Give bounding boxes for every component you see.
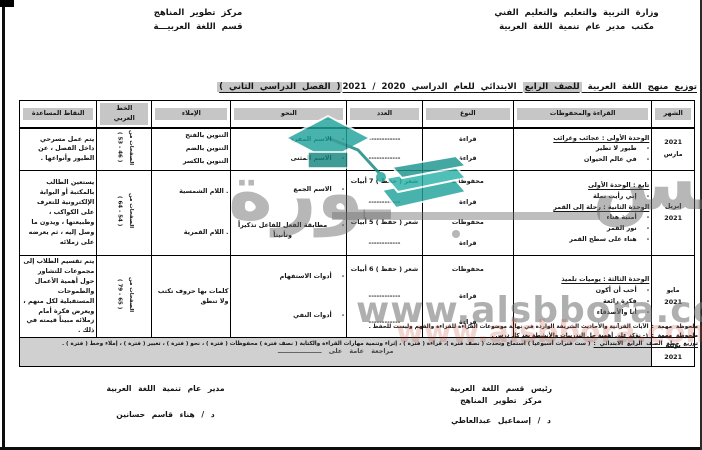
header-month: الشهر [651, 99, 695, 129]
count-cell: ------------ ------------ [346, 127, 423, 171]
dictation-cell: كلمات بها حروف تكتب ولا تنطق [151, 254, 232, 339]
signature-title: رئيس قسم اللغة العربية [449, 384, 553, 393]
reading-cell: تابع : الوحدة الأولى إني رأيت نملة الوحد… [513, 169, 653, 256]
table-header-row: الشهر القراءة والمحفوظات النوع العدد الن… [18, 99, 695, 129]
signature-name: د / إسماعيل عبدالعاطي [451, 416, 551, 426]
header-reading: القراءة والمحفوظات [513, 99, 653, 129]
footnote-line: ملحوظة مهمة :١- نؤكد على أهمية حل التدري… [491, 332, 698, 339]
dictation-cell: التنوين بالفتح التنوين بالضم التنوين بال… [151, 127, 232, 171]
footnotes: ملحوظة مهمة :الآيات القرآنية والأحاديث ا… [4, 323, 698, 349]
signature-block-left: مدير عام تنمية اللغة العربية د / هناء قا… [58, 383, 273, 421]
page-title: توزيع منهج اللغة العربية للصف الرابع الا… [217, 82, 697, 92]
grammar-cell: الاسم الجمع مطابقة الفعل للفاعل تذكيراً … [230, 169, 348, 256]
header-count: العدد [346, 99, 423, 129]
scan-corner-artifact [0, 0, 14, 7]
type-cell: محفوظات قراءة قراءة [421, 254, 515, 339]
header-calligraphy: الخط العربي [96, 99, 153, 129]
type-cell: قراءة قراءة [421, 127, 515, 171]
month-cell: مايو 2021 [651, 254, 695, 339]
header-type: النوع [421, 99, 515, 129]
curriculum-center-header: مركز تطوير المناهج قسم اللغة العربيـــة [128, 6, 268, 35]
signature-name: د / هناء قاسم حسانين [116, 410, 215, 420]
header-helper-points: النقاط المساعدة [18, 99, 98, 129]
center-header-line1: مركز تطوير المناهج [153, 8, 243, 18]
helper-points-cell: يستعين الطالب بالمكتبة أو البوابة الإلكت… [18, 169, 98, 256]
reading-cell: الوحدة الثالثة : يوميات تلميذ أحب أن أكو… [513, 254, 653, 339]
ministry-header: وزارة التربية والتعليم والتعليم الفني مك… [459, 6, 694, 35]
title-highlight-grade: للصف الرابع [522, 82, 582, 92]
page-left-border [2, 0, 5, 450]
month-cell: يونية 2021 [651, 337, 695, 368]
table-row-march: 2021 مارس الوحدة الأولى : عجائب وغرائب ط… [18, 127, 695, 171]
page-right-border [700, 0, 702, 450]
signature-subtitle: مركز تطوير المناهج [460, 396, 542, 406]
helper-points-cell: يتم تقسيم الطلاب إلى مجموعات للتشاور حول… [18, 254, 98, 339]
header-dictation: الإملاء [151, 99, 232, 129]
reading-cell: الوحدة الأولى : عجائب وغرائب طيور لا تطي… [513, 127, 653, 171]
signature-title: مدير عام تنمية اللغة العربية [106, 384, 225, 393]
title-part2: الابتدائي للعام الدراسي 2020 / 2021 [342, 82, 517, 92]
page-bottom-border [0, 447, 702, 450]
footnote-line: ملحوظة مهمة :الآيات القرآنية والأحاديث ا… [368, 324, 698, 330]
grammar-cell: الاسم المفرد الاسم المثنى [230, 127, 348, 171]
title-highlight-term: ( الفصل الدراسي الثاني ) [217, 82, 343, 92]
curriculum-table: الشهر القراءة والمحفوظات النوع العدد الن… [18, 99, 695, 368]
helper-points-cell: يتم عمل مسرحي داخل الفصل ، عن الطيور وأن… [18, 127, 98, 171]
title-part1: توزيع منهج اللغة العربية [587, 82, 697, 92]
table-row-june-review: يونية 2021 مراجعة عامة على ـــــــــــــ… [18, 337, 695, 368]
type-cell: محفوظات قراءة محفوظات قراءة [421, 169, 515, 256]
ministry-line1: وزارة التربية والتعليم والتعليم الفني [494, 8, 659, 18]
footnote-line: توزيع خطة الصف الرابع الابتدائي :( ست فت… [61, 341, 698, 348]
table-row-may: مايو 2021 الوحدة الثالثة : يوميات تلميذ … [18, 254, 695, 339]
grammar-cell: أدوات الاستفهام أدوات النفي [230, 254, 348, 339]
calligraphy-cell: الصفحات من( 65 - 79 ) [96, 254, 153, 339]
general-review-cell: مراجعة عامة على ــــــــــــــــــــ [18, 337, 653, 368]
ministry-line2: مكتب مدير عام تنمية اللغة العربية [499, 22, 654, 33]
dictation-cell: . اللام الشمسية . اللام القمرية [151, 169, 232, 256]
page-title-row: توزيع منهج اللغة العربية للصف الرابع الا… [5, 74, 697, 93]
header-grammar: النحو [230, 99, 348, 129]
signature-block-right: رئيس قسم اللغة العربية مركز تطوير المناه… [396, 383, 606, 427]
count-cell: شعر ( حفظ ) 7 أبيات ------------ شعر ( ح… [346, 169, 423, 256]
month-cell: إبريل 2021 [651, 169, 695, 256]
month-cell: 2021 مارس [651, 127, 695, 171]
center-header-line2: قسم اللغة العربيـــة [153, 22, 243, 33]
count-cell: شعر ( حفظ ) 6 أبيات ------------ -------… [346, 254, 423, 339]
calligraphy-cell: الصفحات من( 54 - 64 ) [96, 169, 153, 256]
table-row-april: إبريل 2021 تابع : الوحدة الأولى إني رأيت… [18, 169, 695, 256]
calligraphy-cell: الصفحات من( 46 - 53 ) [96, 127, 153, 171]
